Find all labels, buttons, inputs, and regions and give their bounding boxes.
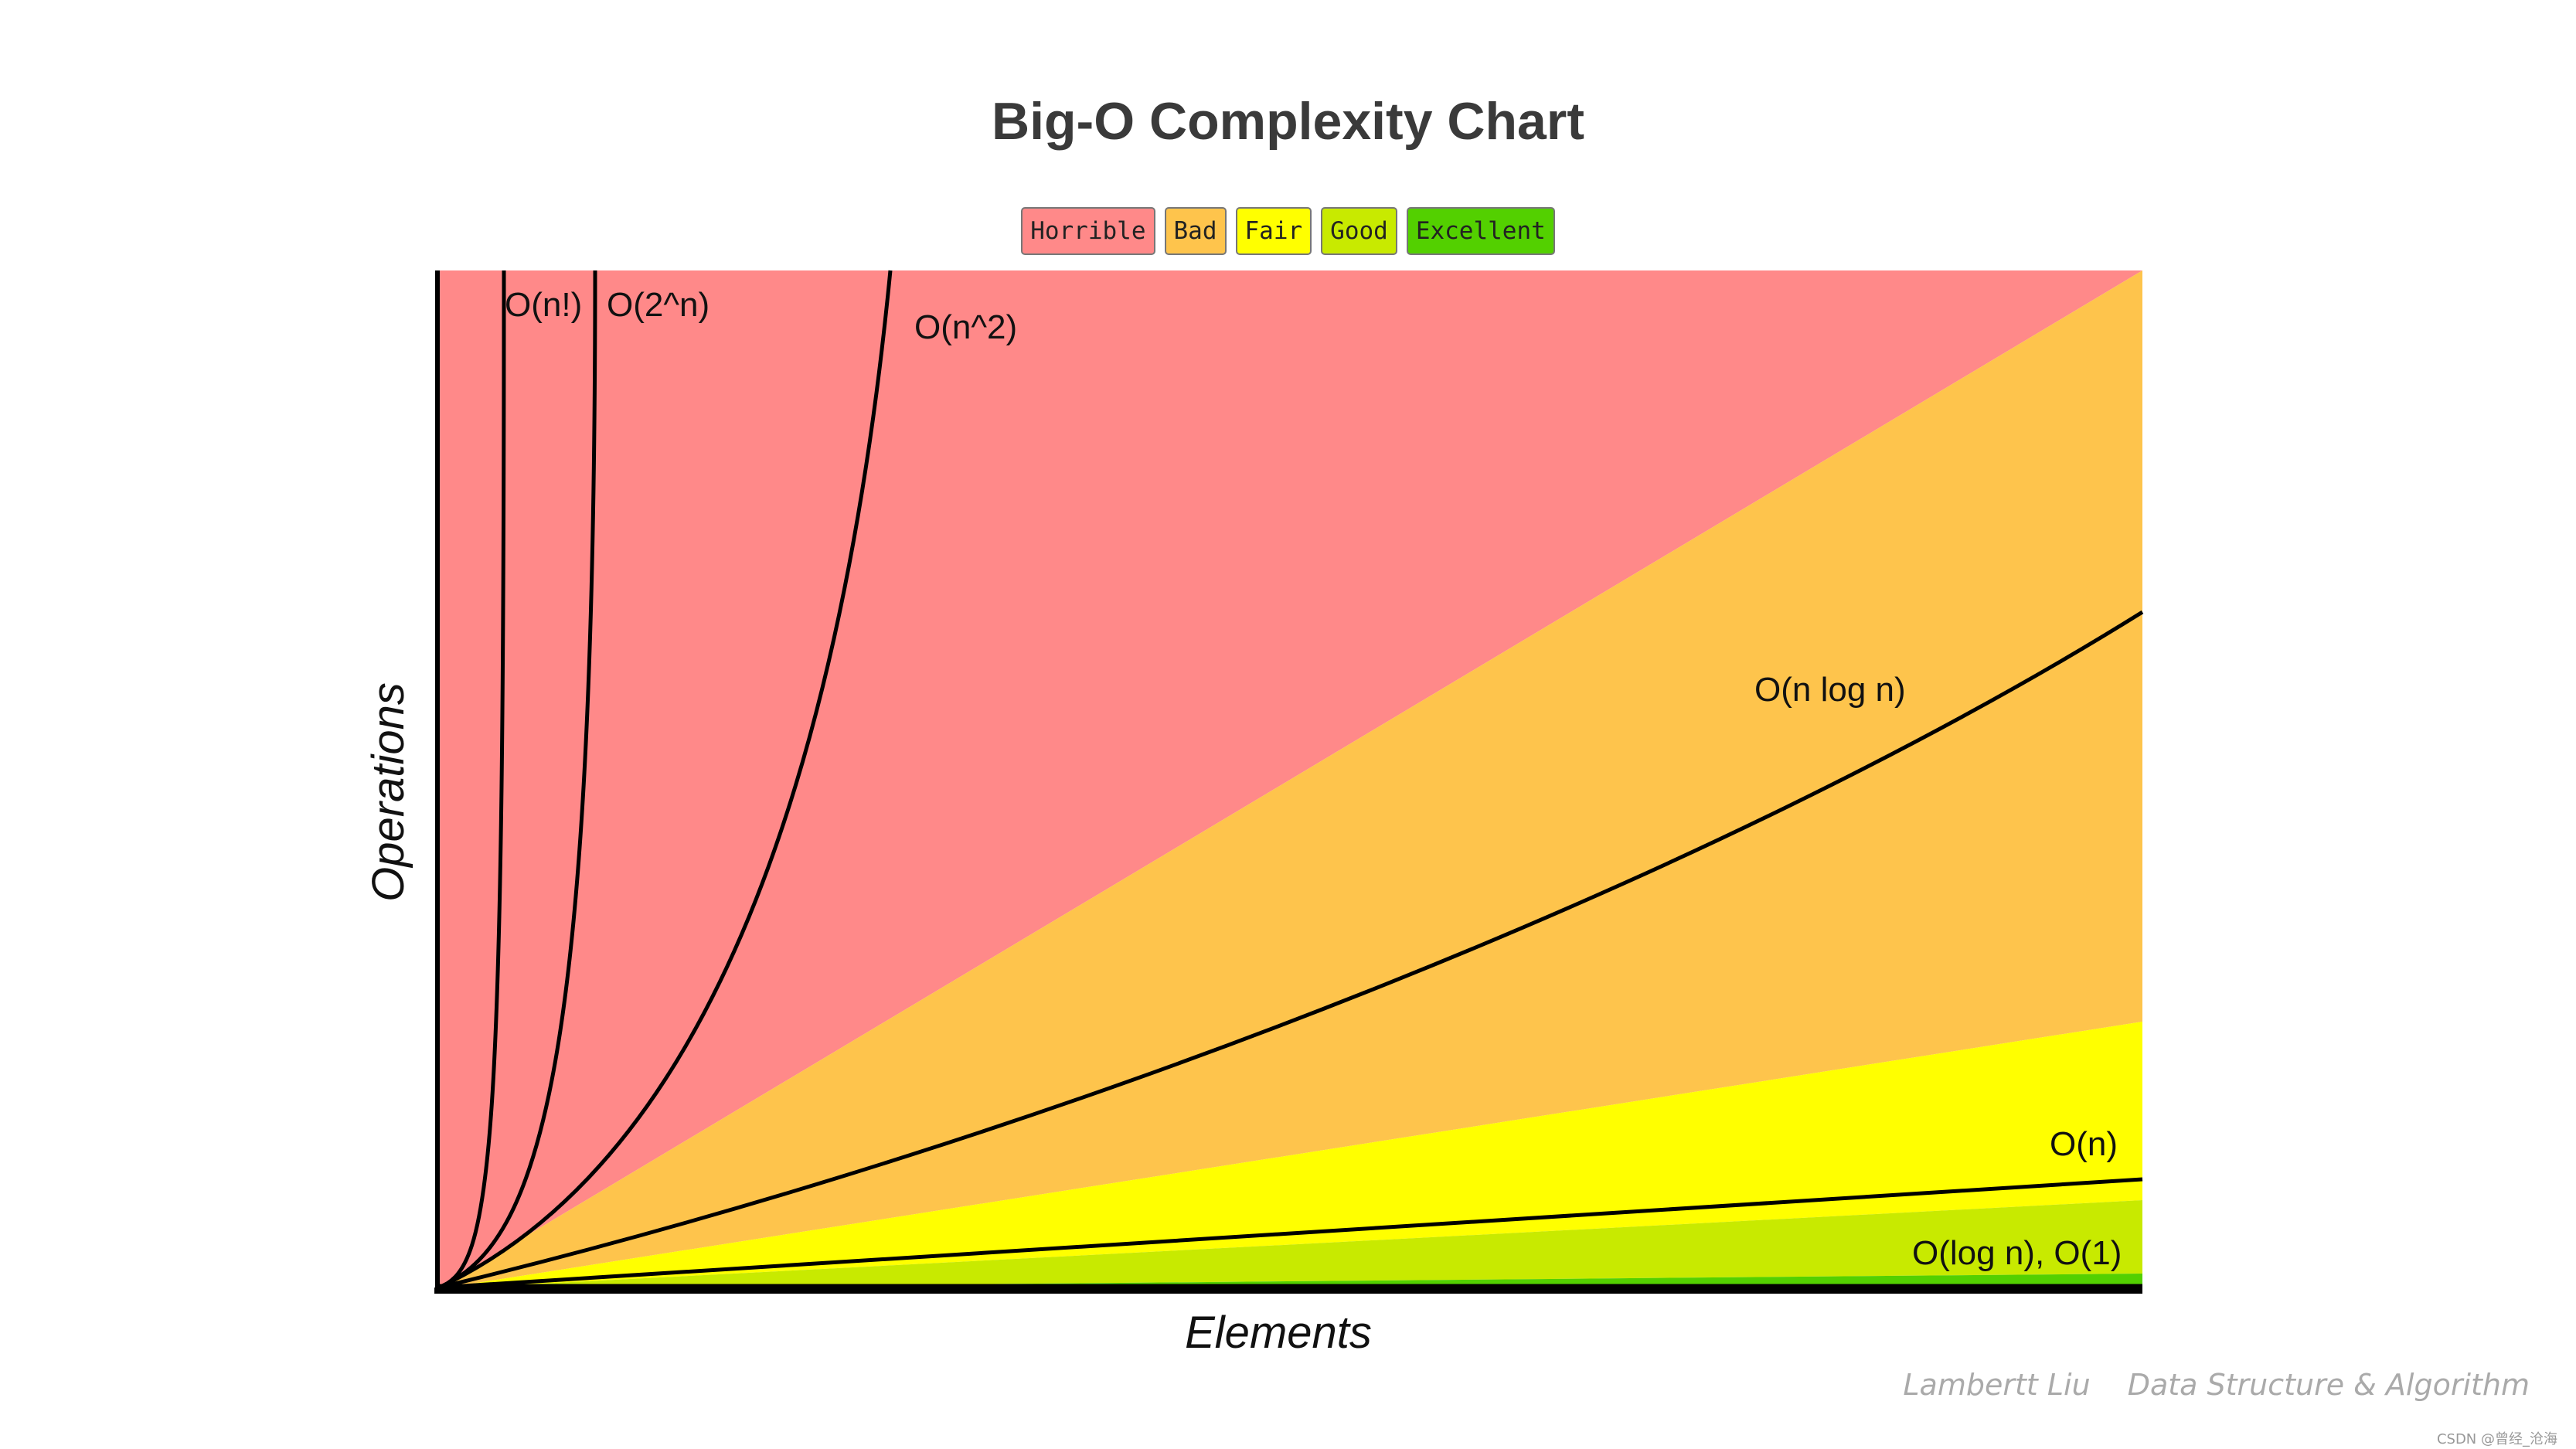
series-line-factorial <box>438 270 506 1290</box>
chart-title: Big-O Complexity Chart <box>992 92 1584 151</box>
series-line-exponential <box>438 270 597 1290</box>
series-label-log-constant: O(log n), O(1) <box>1912 1234 2122 1272</box>
legend-item-excellent: Excellent <box>1406 207 1555 255</box>
series-line-linear <box>438 1177 2143 1290</box>
zone-good <box>437 1200 2142 1289</box>
legend-item-bad: Bad <box>1164 207 1227 255</box>
series-label-n-log-n: O(n log n) <box>1754 671 1906 709</box>
series-label-quadratic: O(n^2) <box>914 308 1017 346</box>
series-label-linear: O(n) <box>2050 1125 2118 1163</box>
legend: Horrible Bad Fair Good Excellent <box>0 207 2576 255</box>
zone-fair <box>437 1022 2142 1289</box>
subject-name: Data Structure & Algorithm <box>2127 1368 2530 1402</box>
x-axis-label: Elements <box>1185 1308 1372 1358</box>
legend-item-fair: Fair <box>1235 207 1312 255</box>
author-watermark: Lambertt Liu Data Structure & Algorithm <box>1903 1368 2530 1402</box>
series-line-quadratic <box>437 270 893 1290</box>
legend-item-horrible: Horrible <box>1021 207 1155 255</box>
series-line-n-log-n <box>438 610 2144 1290</box>
series-label-factorial: O(n!) <box>505 286 582 324</box>
series-label-exponential: O(2^n) <box>607 286 710 324</box>
legend-item-good: Good <box>1321 207 1397 255</box>
source-watermark: CSDN @曾经_沧海 <box>2436 1431 2557 1447</box>
author-name: Lambertt Liu <box>1903 1368 2091 1402</box>
zone-bad <box>437 270 2142 1289</box>
y-axis-label: Operations <box>363 682 413 902</box>
